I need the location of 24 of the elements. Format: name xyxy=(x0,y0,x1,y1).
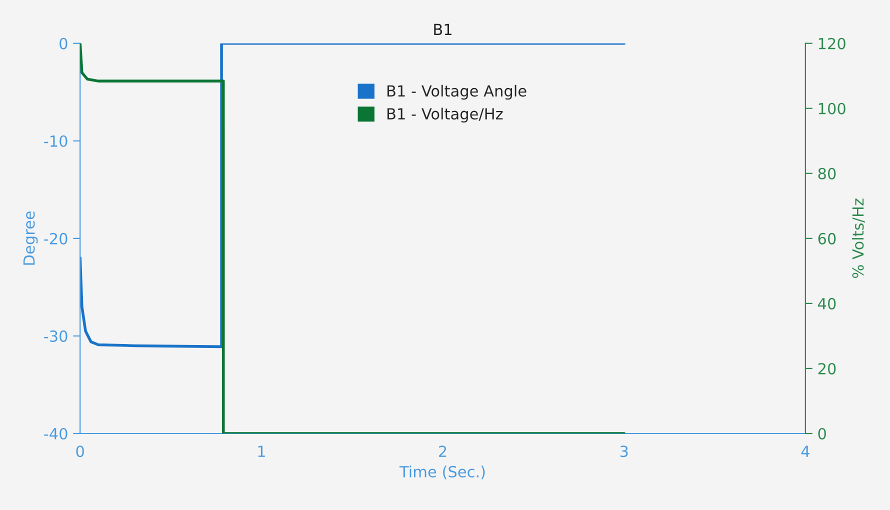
y2-tick-label: 60 xyxy=(818,232,836,244)
y-tick-label: 0 xyxy=(60,38,68,50)
chart-title: B1 xyxy=(434,24,452,36)
x-tick-label: 3 xyxy=(620,446,628,458)
y2-tick-label: 40 xyxy=(818,298,836,310)
y2-tick-label: 0 xyxy=(818,428,826,440)
x-tick-label: 1 xyxy=(258,446,265,457)
y-tick-label: -20 xyxy=(44,232,68,244)
y2-tick-label: 20 xyxy=(818,362,836,374)
line-series xyxy=(80,43,626,348)
y2-axis-title: % Volts/Hz xyxy=(852,198,865,278)
y2-tick-label: 120 xyxy=(818,38,846,50)
y2-tick-label: 100 xyxy=(818,102,846,114)
y-tick-label: -30 xyxy=(44,330,68,342)
x-axis-title: Time (Sec.) xyxy=(399,466,485,480)
legend-label: B1 - Voltage/Hz xyxy=(387,108,503,123)
legend-label: B1 - Voltage Angle xyxy=(387,84,526,100)
y-axis-title: Degree xyxy=(23,211,38,265)
x-tick-label: 4 xyxy=(801,446,810,457)
x-tick-label: 2 xyxy=(439,446,446,457)
y-tick-label: -40 xyxy=(44,428,68,440)
y-tick-label: -10 xyxy=(44,135,68,147)
x-tick-label: 0 xyxy=(76,446,84,458)
y2-tick-label: 80 xyxy=(818,168,836,180)
